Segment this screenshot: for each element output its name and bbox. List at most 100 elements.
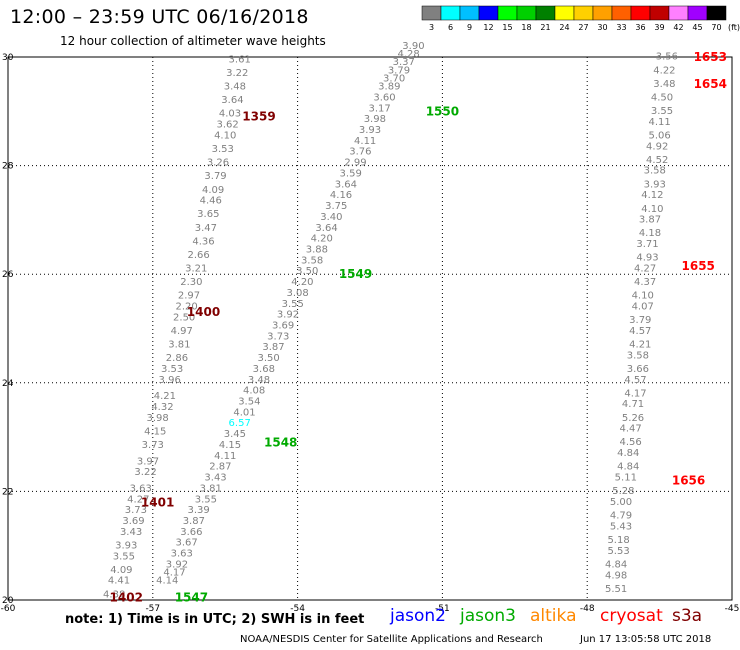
colorbar-label: 6 bbox=[448, 23, 453, 32]
wave-height-value: 3.89 bbox=[378, 82, 400, 93]
colorbar-label: 33 bbox=[616, 23, 626, 32]
colorbar-label: 9 bbox=[467, 23, 472, 32]
wave-height-value: 5.11 bbox=[615, 473, 637, 484]
wave-height-value: 4.71 bbox=[622, 399, 644, 410]
x-tick-label: -60 bbox=[1, 604, 16, 614]
wave-height-value: 3.55 bbox=[195, 494, 217, 505]
wave-height-value: 4.11 bbox=[214, 451, 236, 462]
wave-height-value: 5.26 bbox=[622, 413, 644, 424]
wave-height-value: 3.79 bbox=[629, 315, 651, 326]
wave-height-value: 2.50 bbox=[173, 312, 195, 323]
wave-height-value: 3.92 bbox=[166, 559, 188, 570]
wave-height-value: 3.81 bbox=[200, 483, 222, 494]
colorbar-swatch bbox=[516, 5, 537, 21]
wave-height-value: 4.21 bbox=[629, 340, 651, 351]
wave-height-value: 3.87 bbox=[262, 342, 284, 353]
wave-height-value: 4.07 bbox=[632, 301, 654, 312]
time-label: 1548 bbox=[264, 436, 297, 450]
wave-height-value: 3.73 bbox=[125, 505, 147, 516]
wave-height-value: 3.65 bbox=[197, 209, 219, 220]
wave-height-value: 3.53 bbox=[212, 144, 234, 155]
wave-height-value: 2.30 bbox=[180, 277, 202, 288]
colorbar-swatch bbox=[573, 5, 594, 21]
legend-cryosat: cryosat bbox=[600, 606, 663, 626]
wave-height-value: 4.20 bbox=[311, 234, 333, 245]
wave-height-value: 5.06 bbox=[648, 130, 670, 141]
wave-height-value: 3.64 bbox=[335, 179, 357, 190]
colorbar-label: 3 bbox=[429, 23, 434, 32]
x-tick-label: -48 bbox=[580, 604, 595, 614]
colorbar-unit: (ft) bbox=[728, 23, 740, 32]
wave-height-value: 3.45 bbox=[224, 429, 246, 440]
wave-height-value: 3.69 bbox=[272, 321, 294, 332]
wave-height-value: 3.08 bbox=[286, 288, 308, 299]
wave-height-value: 3.48 bbox=[653, 79, 675, 90]
wave-height-value: 3.98 bbox=[146, 413, 168, 424]
wave-height-value: 2.97 bbox=[178, 291, 200, 302]
wave-height-value: 4.11 bbox=[648, 117, 670, 128]
wave-height-value: 4.17 bbox=[624, 388, 646, 399]
time-label: 1400 bbox=[187, 305, 220, 319]
credit-line: NOAA/NESDIS Center for Satellite Applica… bbox=[240, 634, 543, 645]
y-tick-label: 30 bbox=[2, 53, 14, 63]
wave-height-value: 3.62 bbox=[216, 120, 238, 131]
wave-height-value: 3.55 bbox=[282, 299, 304, 310]
wave-height-value: 4.01 bbox=[233, 407, 255, 418]
wave-height-value: 5.00 bbox=[610, 497, 632, 508]
colorbar-swatch bbox=[630, 5, 651, 21]
time-label: 1656 bbox=[672, 474, 705, 488]
wave-height-value: 4.84 bbox=[605, 559, 627, 570]
wave-height-value: 2.87 bbox=[209, 462, 231, 473]
wave-height-value: 3.64 bbox=[315, 223, 337, 234]
time-label: 1653 bbox=[694, 50, 727, 64]
wave-height-value: 4.08 bbox=[243, 386, 265, 397]
colorbar-swatch bbox=[649, 5, 670, 21]
colorbar-swatch bbox=[706, 5, 727, 21]
wave-height-value: 5.53 bbox=[607, 546, 629, 557]
wave-height-value: 4.18 bbox=[639, 228, 661, 239]
wave-height-value: 4.27 bbox=[634, 263, 656, 274]
colorbar-swatch bbox=[478, 5, 499, 21]
wave-height-value: 4.09 bbox=[202, 185, 224, 196]
wave-height-value: 3.71 bbox=[636, 239, 658, 250]
wave-height-value: 3.55 bbox=[651, 106, 673, 117]
wave-height-value: 3.47 bbox=[195, 223, 217, 234]
legend-jason2: jason2 bbox=[390, 606, 446, 626]
wave-height-value: 4.38 bbox=[103, 589, 125, 600]
y-tick-label: 28 bbox=[2, 162, 14, 172]
wave-height-value: 3.87 bbox=[639, 215, 661, 226]
wave-height-value: 3.26 bbox=[207, 158, 229, 169]
wave-height-value: 4.20 bbox=[291, 277, 313, 288]
wave-height-value: 4.36 bbox=[192, 236, 214, 247]
wave-height-value: 4.46 bbox=[200, 196, 222, 207]
wave-height-value: 2.66 bbox=[188, 250, 210, 261]
wave-height-value: 4.15 bbox=[219, 440, 241, 451]
wave-height-value: 4.10 bbox=[214, 130, 236, 141]
wave-height-value: 4.41 bbox=[108, 576, 130, 587]
legend-jason3: jason3 bbox=[460, 606, 516, 626]
wave-height-value: 4.56 bbox=[620, 437, 642, 448]
chart-subtitle: 12 hour collection of altimeter wave hei… bbox=[60, 34, 326, 48]
wave-height-value: 3.98 bbox=[364, 114, 386, 125]
colorbar-swatch bbox=[459, 5, 480, 21]
colorbar-label: 21 bbox=[540, 23, 550, 32]
wave-height-value: 4.12 bbox=[641, 190, 663, 201]
legend-s3a: s3a bbox=[672, 606, 703, 626]
wave-height-value: 4.28 bbox=[397, 49, 419, 60]
wave-height-value: 3.97 bbox=[137, 456, 159, 467]
y-tick-label: 26 bbox=[2, 270, 14, 280]
wave-height-value: 4.92 bbox=[646, 141, 668, 152]
wave-height-value: 5.28 bbox=[612, 486, 634, 497]
colorbar-label: 27 bbox=[578, 23, 588, 32]
colorbar-swatch bbox=[440, 5, 461, 21]
wave-height-value: 2.86 bbox=[166, 353, 188, 364]
wave-height-value: 4.27 bbox=[127, 494, 149, 505]
wave-height-value: 3.92 bbox=[277, 310, 299, 321]
wave-height-value: 4.22 bbox=[653, 65, 675, 76]
colorbar-label: 30 bbox=[597, 23, 607, 32]
wave-height-value: 3.58 bbox=[627, 350, 649, 361]
wave-height-value: 3.88 bbox=[306, 244, 328, 255]
wave-height-value: 3.73 bbox=[142, 440, 164, 451]
wave-height-value: 4.79 bbox=[610, 511, 632, 522]
